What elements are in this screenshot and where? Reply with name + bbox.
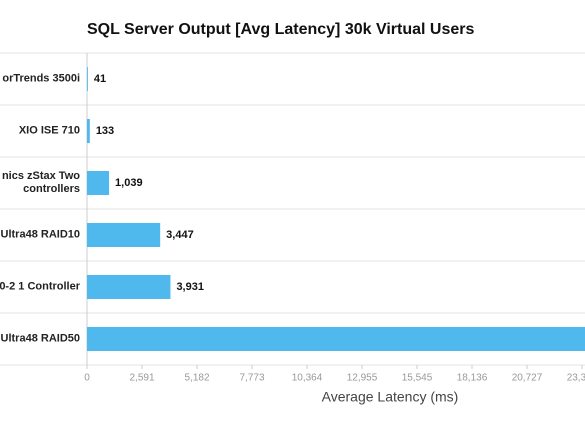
y-tick-label: Ultra48 RAID10 — [0, 228, 80, 241]
value-label: 3,447 — [166, 229, 194, 241]
x-tick-label: 20,727 — [512, 373, 543, 384]
x-tick-label: 2,591 — [129, 373, 154, 384]
bar — [87, 67, 88, 91]
bar — [87, 223, 161, 247]
value-label: 3,931 — [176, 281, 204, 293]
x-tick-label: 10,364 — [292, 373, 323, 384]
x-tick-label: 23,318 — [567, 373, 585, 384]
value-label: 133 — [96, 125, 114, 137]
y-tick-label: nics zStax Two controllers — [1, 170, 80, 195]
x-tick-label: 12,955 — [347, 373, 378, 384]
x-tick-label: 7,773 — [239, 373, 264, 384]
bar — [87, 119, 90, 143]
y-tick-label: 0-2 1 Controller — [0, 280, 80, 293]
bar — [87, 275, 171, 299]
y-tick-label: orTrends 3500i — [2, 72, 80, 85]
chart-title: SQL Server Output [Avg Latency] 30k Virt… — [87, 21, 474, 38]
x-tick-label: 18,136 — [457, 373, 488, 384]
x-tick-label: 15,545 — [402, 373, 433, 384]
bar — [87, 171, 110, 195]
value-label: 41 — [94, 73, 106, 85]
x-axis-label: Average Latency (ms) — [322, 389, 459, 405]
value-label: 1,039 — [115, 177, 143, 189]
y-tick-label: XIO ISE 710 — [18, 124, 80, 137]
x-tick-label: 5,182 — [184, 373, 209, 384]
bar — [87, 327, 585, 351]
x-tick-label: 0 — [84, 373, 90, 384]
y-tick-label: Ultra48 RAID50 — [0, 332, 80, 345]
